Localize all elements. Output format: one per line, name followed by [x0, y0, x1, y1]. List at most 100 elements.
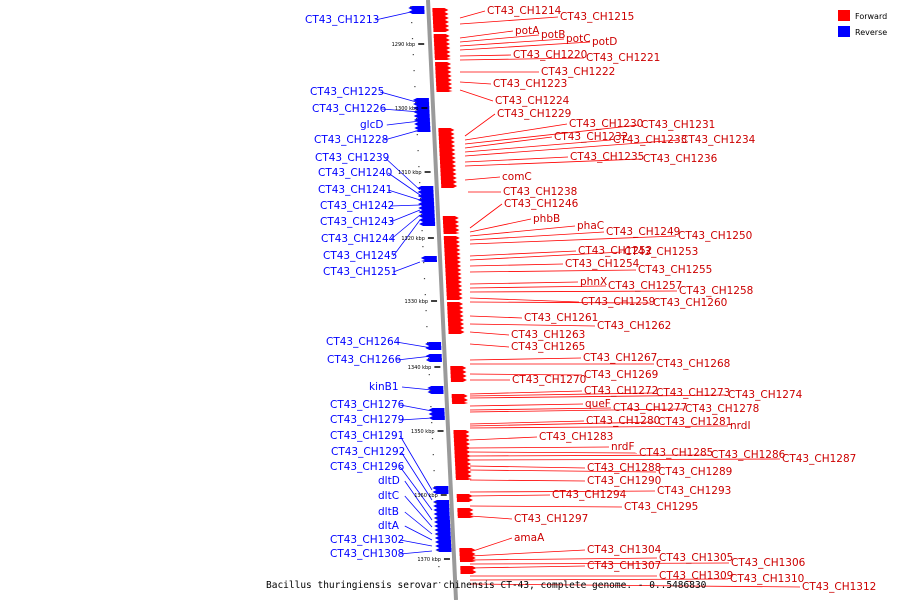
forward-gene-arrow	[450, 374, 467, 378]
reverse-leader-line	[393, 261, 421, 273]
reverse-leader-line	[400, 451, 433, 501]
forward-gene-arrow	[433, 20, 449, 24]
forward-gene-arrow	[445, 268, 462, 272]
forward-leader-line	[469, 505, 623, 508]
kbp-tick-label: 1350 kbp	[411, 429, 435, 435]
reverse-gene-label: CT43_CH1242	[320, 200, 394, 212]
forward-gene-label: CT43_CH1309	[659, 570, 733, 582]
forward-gene-label: CT43_CH1310	[730, 573, 804, 585]
forward-gene-label: CT43_CH1280	[586, 415, 660, 427]
forward-gene-label: CT43_CH1297	[514, 513, 588, 525]
forward-gene-label: CT43_CH1277	[613, 402, 687, 414]
forward-gene-arrow	[447, 318, 464, 322]
forward-gene-arrow	[455, 478, 472, 480]
forward-gene-label: CT43_CH1232	[554, 131, 628, 143]
reverse-gene-arrow	[433, 508, 450, 512]
forward-gene-arrow	[460, 570, 477, 574]
reverse-leader-line	[400, 417, 433, 421]
forward-leader-line	[464, 123, 568, 141]
reverse-gene-label: CT43_CH1296	[330, 461, 405, 473]
reverse-leader-line	[390, 204, 421, 207]
forward-gene-arrow	[439, 140, 455, 144]
axis-dot	[434, 486, 436, 488]
axis-dot	[435, 518, 438, 520]
forward-gene-arrow	[456, 498, 473, 502]
forward-gene-label: CT43_CH1214	[487, 5, 562, 17]
axis-dot	[423, 278, 426, 280]
forward-gene-arrow	[445, 264, 462, 268]
forward-gene-arrow	[446, 296, 463, 300]
forward-gene-arrow	[443, 224, 460, 228]
forward-gene-arrow	[435, 74, 452, 78]
reverse-gene-arrow	[433, 504, 450, 508]
reverse-gene-arrow	[417, 194, 434, 198]
forward-leader-line	[459, 38, 565, 47]
forward-gene-arrow	[451, 398, 468, 402]
reverse-leader-line	[404, 511, 433, 535]
reverse-gene-arrow	[434, 524, 451, 528]
forward-gene-arrow	[447, 310, 464, 314]
forward-gene-arrow	[446, 280, 462, 284]
forward-leader-line	[469, 285, 607, 289]
forward-gene-label: nrdF	[611, 441, 635, 453]
forward-leader-line	[469, 297, 580, 303]
forward-gene-arrow	[433, 38, 450, 42]
forward-leader-line	[459, 81, 492, 85]
reverse-leader-line	[400, 550, 433, 555]
forward-gene-label: CT43_CH1246	[504, 198, 579, 210]
forward-gene-arrow	[439, 148, 456, 152]
reverse-gene-arrow	[413, 114, 430, 118]
forward-leader-line	[464, 156, 569, 163]
forward-gene-label: CT43_CH1230	[569, 118, 643, 130]
forward-gene-arrow	[451, 394, 468, 398]
forward-gene-arrow	[435, 70, 452, 74]
reverse-gene-arrow	[434, 528, 451, 532]
kbp-tick-label: 1300 kbp	[395, 106, 419, 112]
axis-dot	[416, 134, 418, 136]
forward-gene-arrow	[457, 508, 474, 512]
forward-gene-label: CT43_CH1234	[681, 134, 756, 146]
forward-gene-arrow	[453, 438, 470, 442]
forward-gene-label: CT43_CH1262	[597, 320, 671, 332]
forward-leader-line	[469, 290, 678, 293]
forward-gene-arrow	[434, 42, 451, 46]
forward-gene-arrow	[454, 442, 471, 446]
reverse-gene-label: CT43_CH1308	[330, 548, 404, 560]
axis-dot	[439, 582, 441, 584]
forward-leader-line	[469, 263, 564, 267]
forward-gene-arrow	[452, 402, 469, 404]
forward-gene-arrow	[434, 46, 451, 50]
reverse-gene-label: CT43_CH1228	[314, 134, 388, 146]
forward-gene-arrow	[446, 292, 463, 296]
forward-leader-line	[459, 34, 540, 43]
forward-gene-label: CT43_CH1293	[657, 485, 731, 497]
forward-gene-arrow	[436, 86, 453, 90]
forward-gene-label: CT43_CH1263	[511, 329, 585, 341]
legend-forward-swatch	[838, 10, 850, 21]
forward-leader-line	[469, 225, 576, 237]
forward-leader-line	[469, 425, 729, 429]
reverse-gene-label: CT43_CH1243	[320, 216, 394, 228]
forward-leader-line	[469, 408, 684, 413]
reverse-gene-label: CT43_CH1279	[330, 414, 404, 426]
forward-gene-arrow	[460, 566, 477, 570]
forward-leader-line	[469, 331, 510, 336]
forward-gene-arrow	[446, 288, 463, 292]
forward-gene-arrow	[436, 90, 453, 92]
reverse-gene-arrow	[434, 532, 451, 536]
forward-gene-label: CT43_CH1258	[679, 285, 753, 297]
reverse-gene-arrow	[414, 130, 431, 132]
reverse-gene-arrow	[433, 512, 450, 516]
forward-leader-line	[469, 578, 729, 581]
reverse-gene-label: CT43_CH1240	[318, 167, 392, 179]
reverse-leader-line	[399, 435, 433, 491]
forward-gene-arrow	[441, 180, 457, 184]
forward-gene-label: potC	[566, 33, 591, 45]
forward-gene-label: CT43_CH1221	[586, 52, 660, 64]
forward-gene-label: phnX	[580, 276, 607, 288]
forward-leader-line	[469, 281, 579, 285]
genome-axis-line	[426, 0, 458, 600]
axis-dot	[414, 86, 416, 88]
reverse-leader-line	[384, 129, 421, 141]
reverse-gene-label: dltD	[378, 475, 400, 487]
